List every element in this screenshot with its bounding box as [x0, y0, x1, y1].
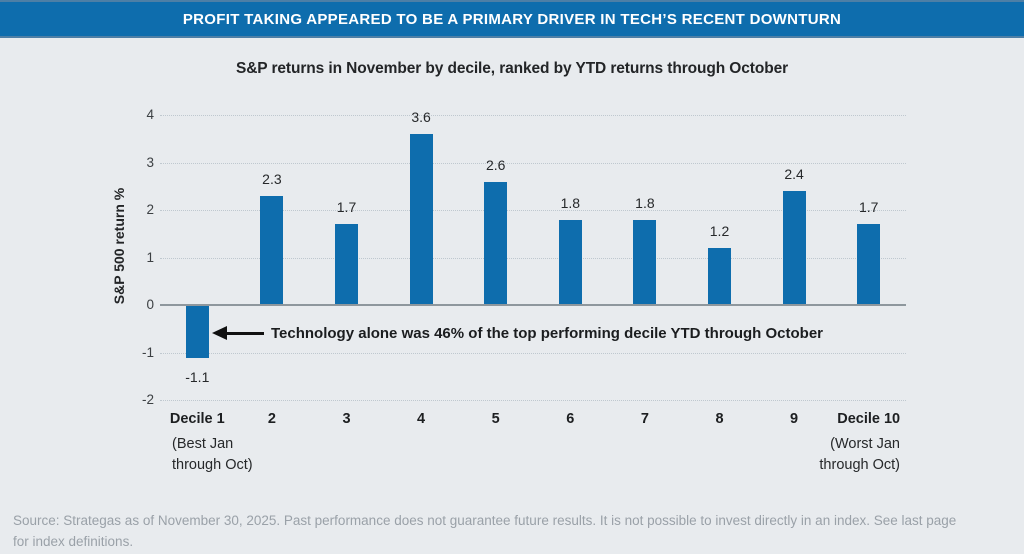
x-sublabel-best: (Best Jan through Oct) [172, 436, 253, 473]
bar-value-label-9: 2.4 [784, 166, 804, 182]
annotation-arrow-shaft [226, 332, 264, 335]
gridline-y-4 [160, 115, 906, 116]
gridline-y-2 [160, 210, 906, 211]
x-tick-label-6: 6 [566, 411, 575, 427]
y-tick-label-4: 4 [146, 107, 154, 122]
bar-value-label-8: 1.2 [709, 223, 730, 239]
bar-value-label-1: -1.1 [185, 369, 210, 386]
y-tick-label-3: 3 [146, 154, 154, 170]
y-tick-label--2: -2 [141, 392, 154, 407]
x-tick-label-7: 7 [640, 411, 649, 427]
zero-axis-line [160, 304, 906, 306]
source-footnote: Source: Strategas as of November 30, 202… [13, 511, 1013, 552]
bar-decile-7 [633, 219, 657, 305]
bar-decile-9 [782, 191, 806, 305]
gridline-y-3 [160, 162, 906, 164]
banner-title: PROFIT TAKING APPEARED TO BE A PRIMARY D… [182, 10, 842, 28]
x-tick-label-8: 8 [715, 411, 724, 427]
x-tick-label-4: 4 [417, 411, 426, 427]
annotation-arrow-icon [212, 326, 227, 340]
bar-value-label-4: 3.6 [411, 109, 431, 125]
bar-value-label-6: 1.8 [560, 194, 581, 211]
y-tick-label-0: 0 [146, 297, 154, 312]
bar-decile-10 [857, 224, 881, 305]
bar-value-label-7: 1.8 [635, 194, 655, 211]
gridline-y-1 [160, 257, 906, 259]
x-tick-label-2: 2 [267, 411, 276, 427]
x-tick-label-9: 9 [790, 411, 799, 427]
bar-value-label-3: 1.7 [336, 199, 357, 216]
bar-decile-5 [484, 181, 508, 305]
bar-decile-8 [708, 248, 731, 305]
chart-title: S&P returns in November by decile, ranke… [235, 60, 789, 77]
y-tick-label-2: 2 [146, 202, 154, 217]
annotation-text: Technology alone was 46% of the top perf… [271, 325, 824, 342]
bar-value-label-2: 2.3 [262, 170, 282, 187]
x-tick-label-10: Decile 10 [837, 411, 901, 427]
bar-decile-1 [185, 306, 209, 359]
x-tick-label-5: 5 [491, 411, 500, 427]
y-tick-label--1: -1 [141, 344, 154, 360]
x-sublabel-worst: (Worst Jan through Oct) [819, 436, 900, 473]
y-tick-label-1: 1 [146, 249, 154, 265]
gridline-y--2 [160, 400, 906, 401]
bar-value-label-10: 1.7 [858, 199, 879, 216]
banner: PROFIT TAKING APPEARED TO BE A PRIMARY D… [0, 0, 1024, 38]
x-tick-label-1: Decile 1 [169, 411, 225, 427]
gridline-y--1 [160, 352, 906, 354]
bar-decile-2 [260, 195, 284, 305]
bar-value-label-5: 2.6 [485, 156, 506, 173]
footnote-line-1: Source: Strategas as of November 30, 202… [13, 513, 957, 528]
footnote-line-2: for index definitions. [13, 533, 134, 549]
x-tick-label-3: 3 [342, 411, 351, 427]
bar-decile-4 [409, 134, 433, 305]
bar-decile-3 [335, 224, 358, 305]
bar-decile-6 [558, 219, 582, 305]
